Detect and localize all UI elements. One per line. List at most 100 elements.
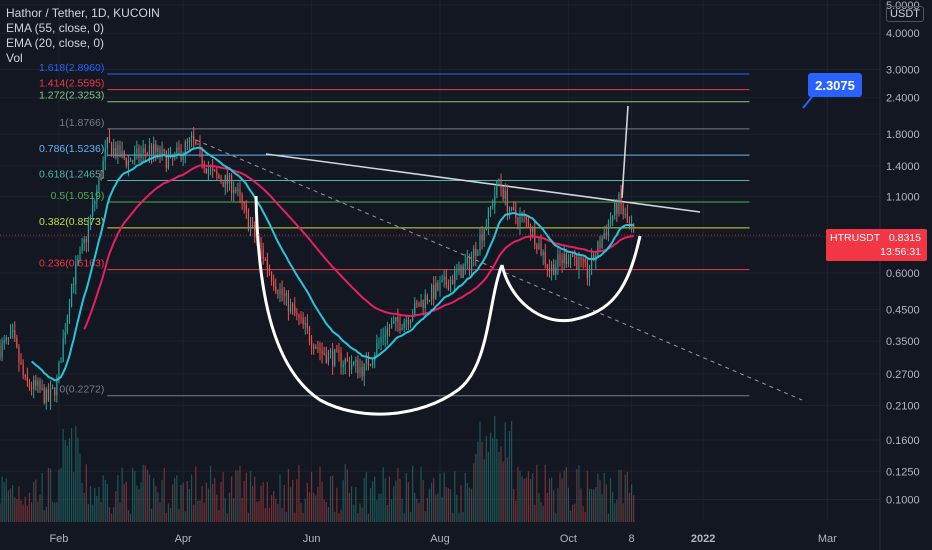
volume-bar — [98, 486, 100, 522]
candle-body — [338, 349, 340, 354]
volume-bar — [338, 513, 340, 522]
candle-body — [266, 259, 268, 269]
volume-bar — [473, 463, 475, 522]
volume-bar — [119, 502, 121, 522]
candle-body — [412, 315, 414, 321]
candle-body — [369, 364, 372, 366]
candle-body — [178, 147, 180, 150]
volume-bar — [77, 437, 79, 522]
candle-body — [102, 160, 104, 178]
volume-bar — [340, 509, 342, 522]
candle-body — [245, 204, 247, 211]
volume-bar — [3, 482, 5, 522]
volume-bar — [508, 430, 511, 522]
volume-bar — [100, 502, 102, 522]
candle-body — [24, 374, 26, 377]
ema55-label[interactable]: EMA (55, close, 0) — [6, 21, 105, 35]
candle-body — [407, 319, 410, 325]
candle-body — [576, 257, 578, 269]
candle-body — [487, 207, 490, 226]
target-projection-line[interactable] — [621, 105, 629, 199]
candle-body — [582, 259, 584, 261]
volume-bar — [325, 502, 327, 522]
volume-bar — [334, 512, 336, 522]
candle-body — [306, 323, 308, 329]
candle-body — [361, 366, 363, 377]
volume-bar — [216, 494, 218, 522]
candle-body — [188, 138, 191, 143]
trendline-resistance[interactable] — [265, 153, 701, 213]
candle-body — [0, 348, 1, 358]
volume-bar — [403, 513, 405, 522]
candle-body — [87, 225, 90, 243]
candle-body — [222, 181, 224, 188]
volume-bar — [121, 467, 123, 522]
cup-curve[interactable] — [254, 195, 504, 416]
candle-body — [321, 350, 323, 354]
currency-label[interactable]: USDT — [886, 6, 924, 22]
volume-bar — [618, 469, 620, 522]
ema20-label[interactable]: EMA (20, close, 0) — [6, 36, 105, 50]
volume-bar — [222, 472, 224, 522]
volume-bar — [104, 479, 106, 522]
candle-body — [569, 254, 572, 262]
target-price-callout[interactable]: 2.3075 — [808, 73, 862, 97]
fib-label: 1.414(2.5595) — [39, 78, 104, 90]
candle-body — [561, 259, 563, 263]
volume-bar — [64, 440, 66, 522]
candle-body — [580, 257, 582, 260]
volume-bar — [557, 488, 559, 522]
candle-body — [466, 257, 468, 264]
candle-body — [85, 239, 87, 243]
candle-body — [414, 302, 416, 316]
candle-body — [47, 389, 50, 401]
candle-body — [209, 168, 212, 170]
volume-bar — [127, 510, 130, 522]
volume-bar — [300, 503, 302, 522]
volume-bar — [113, 507, 115, 522]
last-price-badge: HTRUSDT 0.8315 13:56:31 — [826, 229, 927, 261]
candle-body — [235, 189, 237, 192]
ema55-line — [83, 164, 634, 330]
volume-bar — [462, 511, 464, 522]
candle-body — [519, 215, 521, 226]
handle-curve[interactable] — [500, 235, 642, 323]
candle-body — [372, 360, 374, 365]
ticker-price: 0.8315 — [888, 232, 921, 244]
candle-body — [405, 319, 407, 322]
volume-bar — [605, 484, 607, 522]
volume-bar — [622, 503, 624, 522]
candle-body — [502, 187, 504, 199]
volume-bar — [123, 483, 125, 522]
volume-bar — [182, 482, 184, 522]
candle-body — [559, 254, 561, 260]
candle-body — [355, 359, 357, 363]
volume-bar — [534, 504, 536, 522]
candle-body — [454, 271, 456, 284]
volume-bar — [5, 478, 7, 522]
volume-bar — [523, 478, 525, 522]
volume-bar — [407, 482, 410, 522]
candle-body — [138, 148, 140, 158]
volume-bar — [418, 503, 420, 522]
volume-bar — [218, 510, 220, 522]
volume-bar — [555, 513, 557, 522]
candle-body — [386, 328, 388, 336]
candle-body — [327, 351, 330, 363]
candle-body — [325, 354, 327, 363]
candle-body — [79, 250, 81, 260]
volume-bar — [329, 476, 332, 522]
volume-bar — [180, 484, 182, 522]
candle-body — [348, 360, 351, 370]
candle-body — [633, 225, 635, 227]
candle-body — [199, 143, 201, 148]
candle-body — [190, 135, 193, 139]
volume-bar — [350, 486, 353, 522]
candle-body — [127, 160, 130, 166]
candle-body — [620, 193, 622, 206]
volume-label[interactable]: Vol — [6, 51, 23, 65]
volume-bar — [235, 469, 237, 522]
candle-body — [578, 257, 580, 269]
ticker-countdown: 13:56:31 — [880, 246, 921, 258]
